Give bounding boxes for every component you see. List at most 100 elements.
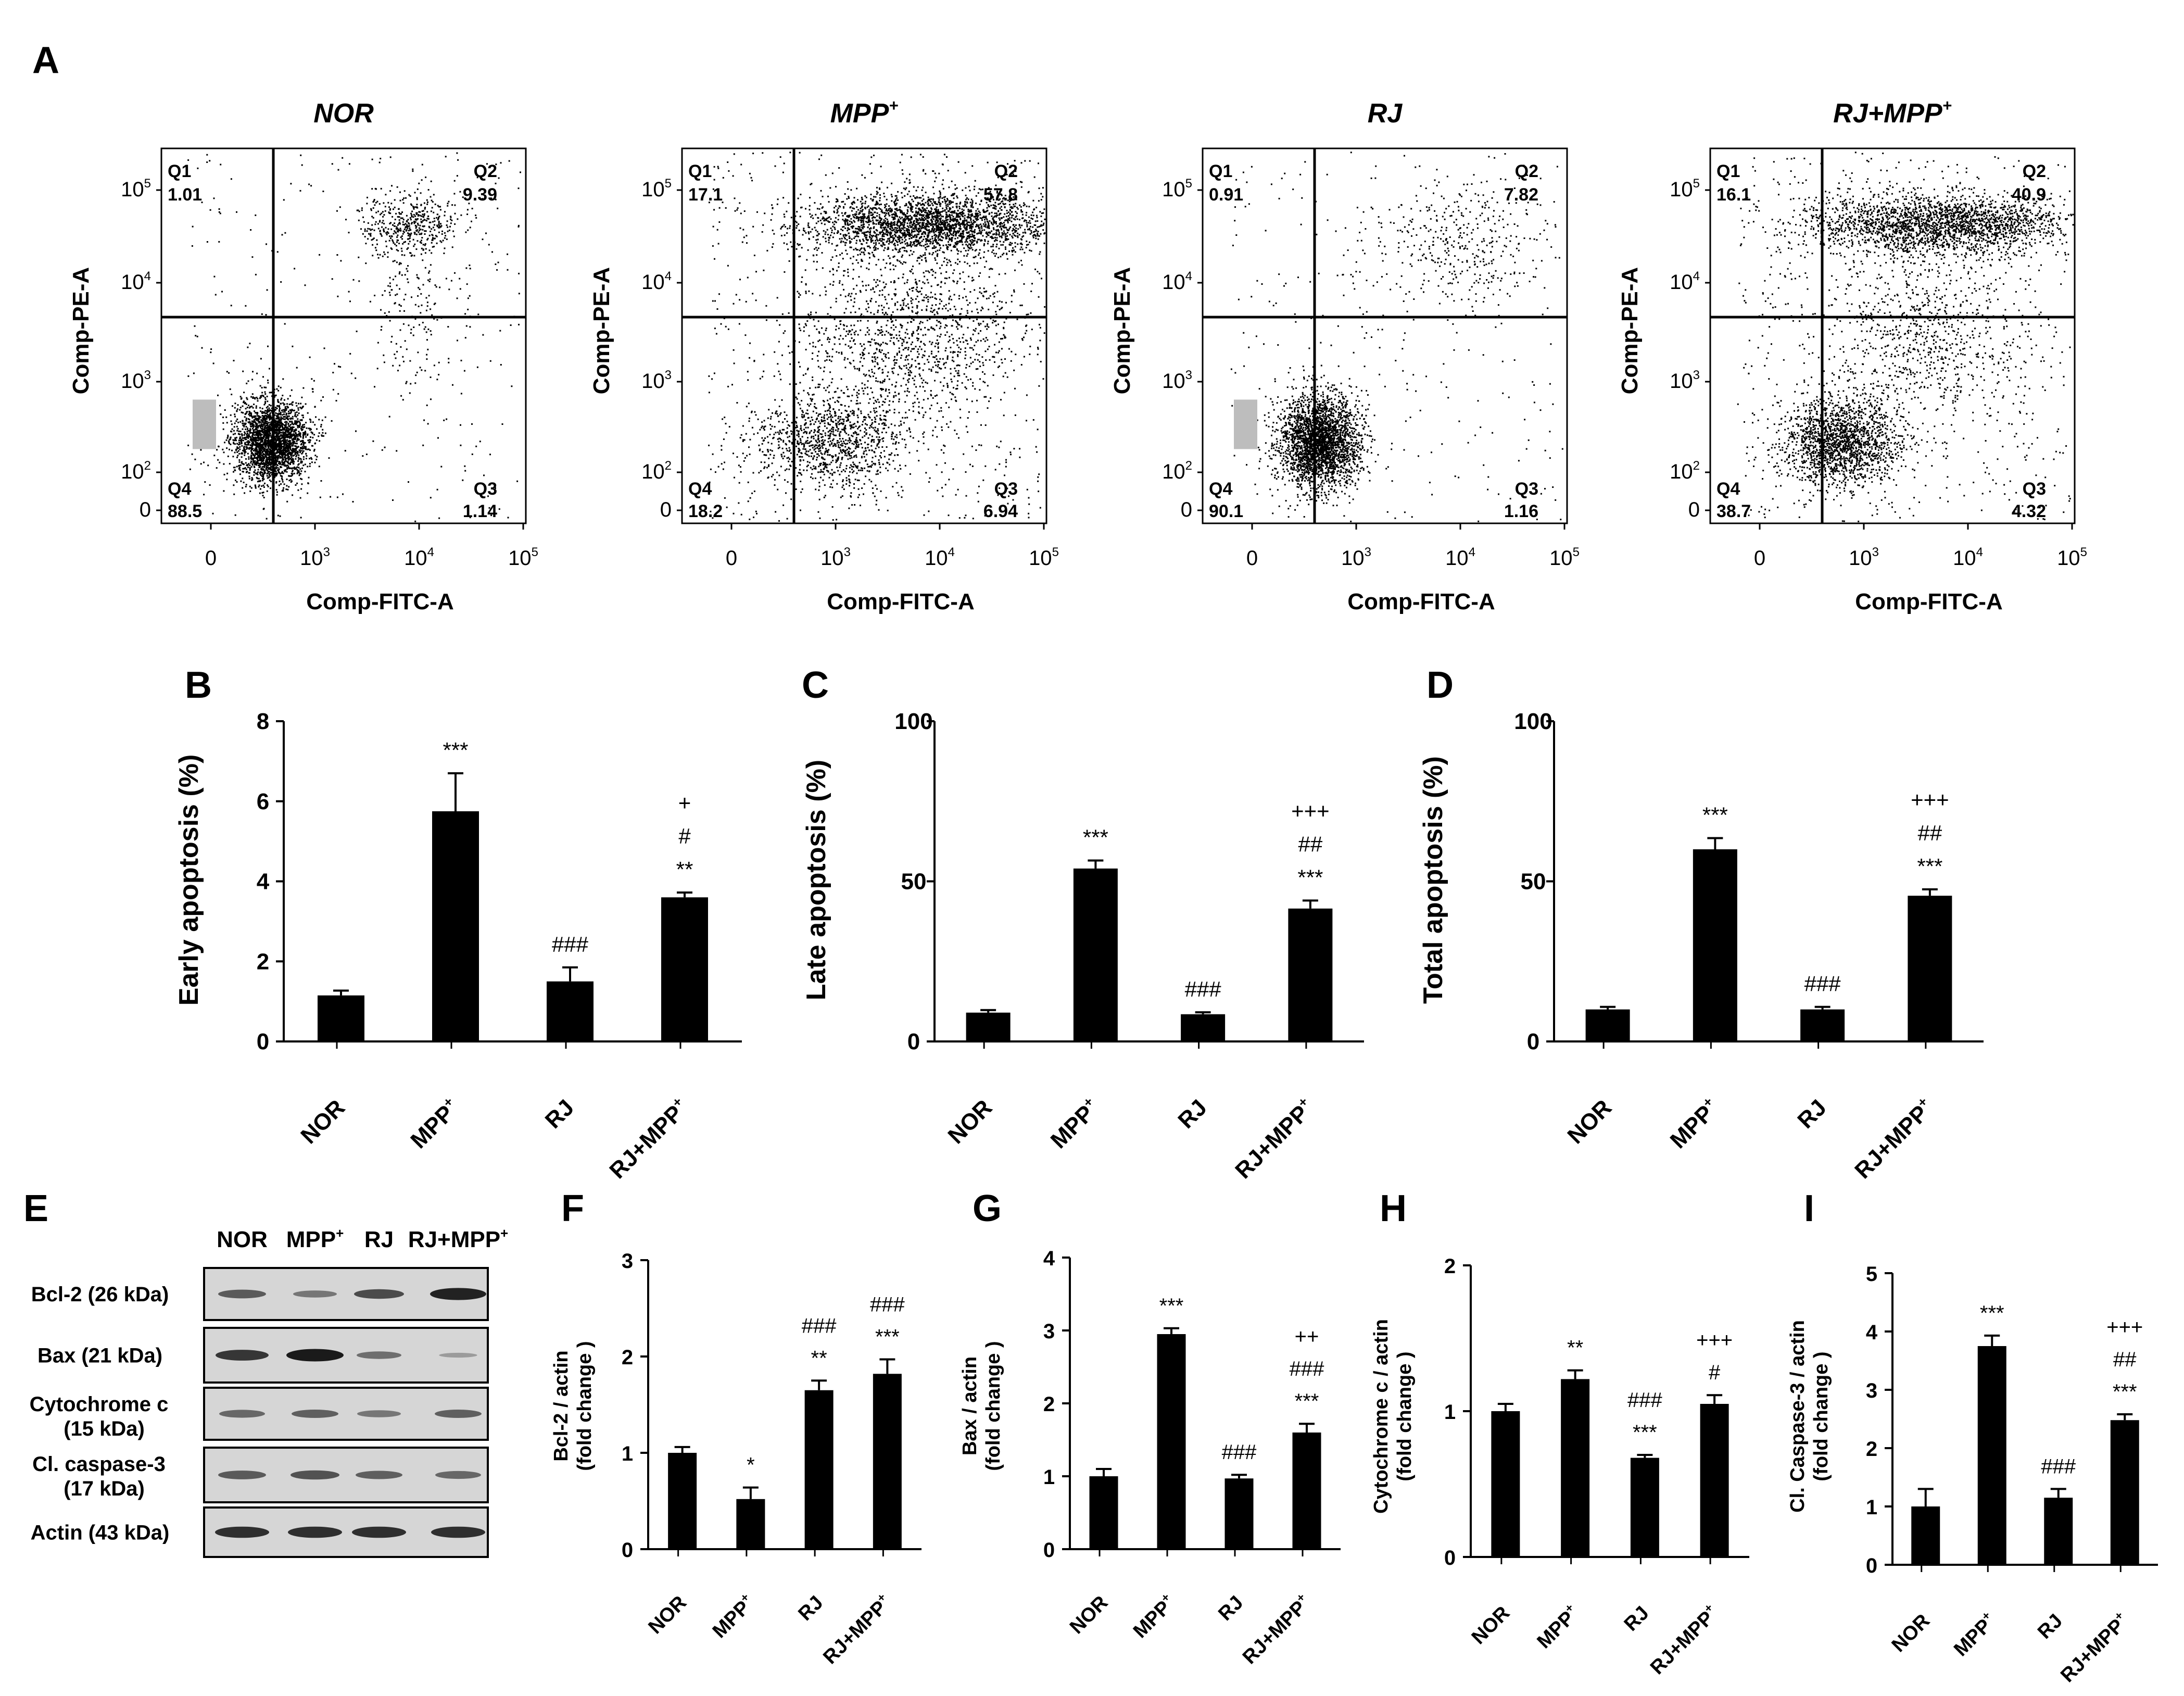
x-tick-label: 105 [1029, 545, 1059, 570]
bar [1693, 849, 1737, 1041]
x-tick-label: 103 [820, 545, 851, 570]
significance-mark: *** [875, 1326, 900, 1349]
flow-frame [1202, 147, 1568, 524]
significance-mark: ### [1222, 1441, 1257, 1464]
quadrant-value: 17.1 [688, 185, 723, 205]
bar [2044, 1498, 2073, 1565]
significance-mark: *** [1980, 1302, 2004, 1325]
y-tick-label: 4 [1043, 1247, 1055, 1270]
y-tick-label: 0 [1866, 1554, 1877, 1577]
blot-band [357, 1351, 401, 1359]
panel-letter-H: H [1380, 1188, 1407, 1229]
x-axis-title: Comp-FITC-A [1855, 589, 2003, 614]
significance-mark: ### [1185, 977, 1222, 1001]
x-tick-label: 0 [205, 547, 217, 570]
significance-mark: ** [811, 1347, 827, 1370]
flow-dot-cloud [187, 152, 522, 522]
bar [1181, 1014, 1226, 1041]
category-label: RJ [1214, 1592, 1247, 1625]
y-tick-label: 2 [622, 1346, 633, 1369]
y-tick-label: 0 [140, 498, 151, 521]
significance-mark: ++ [1295, 1325, 1319, 1348]
y-axis-title: Late apoptosis (%) [801, 760, 831, 1000]
y-tick-label: 100 [1514, 709, 1552, 734]
y-axis-title: Early apoptosis (%) [174, 755, 204, 1006]
lane-label: NOR [217, 1227, 268, 1252]
bar-chart-F: 0 1 2 3 Bcl-2 / actin (fold change ) NOR * MPP+ #… [550, 1250, 921, 1668]
y-tick-label: 2 [1444, 1255, 1456, 1278]
y-tick-label: 102 [641, 459, 672, 483]
category-label: RJ+MPP+ [2055, 1609, 2133, 1687]
quadrant-value: 6.94 [983, 501, 1018, 521]
blot-row-label: Cytochrome c [30, 1393, 169, 1416]
panel-letter-C: C [802, 664, 829, 706]
category-label: RJ [1620, 1602, 1653, 1636]
category-label: MPP+ [707, 1590, 759, 1642]
x-tick-label: 104 [404, 545, 434, 570]
y-tick-label: 100 [894, 709, 932, 734]
quadrant-value: 9.39 [463, 185, 497, 205]
y-tick-label: 104 [641, 269, 672, 294]
category-label: NOR [943, 1095, 997, 1149]
bar-chart-D: 0 50 100 Total apoptosis (%) NOR *** MPP+ ### RJ… [1418, 709, 1984, 1184]
x-tick-label: 105 [1549, 545, 1580, 570]
quadrant-label: Q2 [474, 161, 497, 181]
y-axis-title: (fold change ) [1810, 1351, 1832, 1481]
blot-band [435, 1410, 482, 1418]
bar [1491, 1411, 1520, 1557]
bar [1700, 1404, 1729, 1557]
category-label: MPP+ [1948, 1609, 2000, 1661]
significance-mark: ** [676, 857, 693, 882]
y-tick-label: 1 [1444, 1401, 1456, 1424]
x-tick-label: 105 [508, 545, 538, 570]
blot-row-label: Bcl-2 (26 kDa) [31, 1283, 169, 1306]
flow-title: RJ+MPP+ [1833, 96, 1952, 129]
flow-events [1737, 152, 2074, 522]
significance-mark: +++ [1696, 1329, 1733, 1352]
category-label: RJ+MPP+ [1237, 1590, 1315, 1668]
blot-band [431, 1526, 485, 1538]
quadrant-value: 90.1 [1209, 501, 1243, 521]
quadrant-value: 38.7 [1716, 501, 1751, 521]
category-label: RJ+MPP+ [603, 1094, 693, 1184]
significance-mark: *** [1297, 865, 1323, 889]
significance-mark: ## [1298, 832, 1323, 856]
quadrant-label: Q3 [2023, 479, 2046, 499]
y-axis-title: (fold change ) [982, 1341, 1004, 1471]
category-label: RJ [794, 1592, 827, 1625]
y-tick-label: 50 [901, 869, 927, 895]
blot-band [288, 1526, 342, 1538]
significance-mark: # [1709, 1361, 1721, 1384]
y-tick-label: 3 [1866, 1379, 1877, 1402]
blot-row-label: Bax (21 kDa) [37, 1345, 162, 1367]
y-tick-label: 0 [1688, 498, 1700, 521]
blot-row-label: (17 kDa) [64, 1477, 145, 1500]
bar [804, 1390, 834, 1549]
y-tick-label: 103 [1162, 368, 1192, 393]
x-tick-label: 105 [2057, 545, 2087, 570]
significance-mark: *** [1633, 1421, 1657, 1444]
x-tick-label: 103 [300, 545, 330, 570]
category-label: NOR [645, 1592, 691, 1638]
y-tick-label: 5 [1866, 1263, 1877, 1286]
y-tick-label: 0 [1527, 1029, 1539, 1054]
x-tick-label: 104 [925, 545, 955, 570]
blot-band [435, 1471, 481, 1479]
y-tick-label: 104 [121, 269, 151, 294]
y-tick-label: 102 [121, 459, 151, 483]
blot-band [439, 1352, 477, 1358]
y-axis-title: (fold change ) [1394, 1351, 1416, 1481]
panel-letter-A: A [32, 40, 59, 81]
bar [736, 1499, 765, 1549]
y-axis-title: Comp-PE-A [589, 267, 614, 394]
quadrant-value: 18.2 [688, 501, 723, 521]
bar [1977, 1346, 2006, 1565]
panel-letter-G: G [973, 1188, 1002, 1229]
panel-letter-E: E [23, 1188, 48, 1229]
panel-letter-I: I [1804, 1188, 1814, 1229]
y-tick-label: 8 [257, 709, 269, 734]
